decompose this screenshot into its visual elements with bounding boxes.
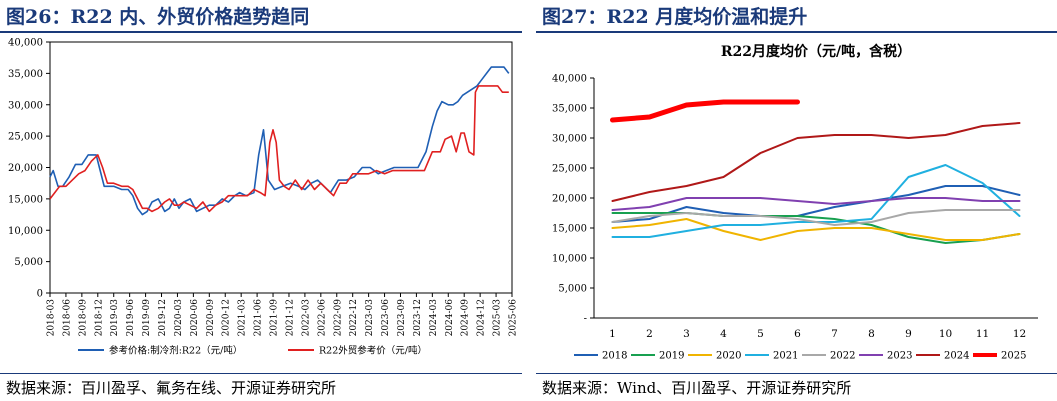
y-tick-label: - <box>584 314 587 325</box>
x-tick-label: 2023-12 <box>413 299 423 336</box>
x-tick-label: 2024-12 <box>477 299 487 336</box>
x-tick-label: 2019-12 <box>158 299 168 336</box>
figure-27-title: 图27：R22 月度均价温和提升 <box>542 6 808 28</box>
x-tick-label: 2024-03 <box>429 299 439 337</box>
x-tick-label: 2021-09 <box>270 299 280 337</box>
x-tick-label: 2020-12 <box>222 299 232 336</box>
y-tick-label: 5,000 <box>558 284 587 295</box>
x-tick-label: 2023-03 <box>365 299 375 337</box>
x-tick-label: 2022-06 <box>317 299 327 337</box>
series-line-2022 <box>611 209 1021 226</box>
x-tick-label: 2023-09 <box>397 299 407 337</box>
y-tick-label: 30,000 <box>552 134 587 145</box>
y-tick-label: 40,000 <box>552 74 587 85</box>
x-tick-label: 2021-03 <box>238 299 248 337</box>
plot-frame <box>49 41 513 294</box>
x-tick-label: 2018-12 <box>94 299 104 336</box>
x-tick-label: 2025-03 <box>493 299 503 337</box>
x-tick-label: 3 <box>683 328 690 340</box>
x-tick-label: 2018-06 <box>62 299 72 337</box>
x-tick-label: 2022-03 <box>301 299 311 337</box>
x-tick-label: 2018-03 <box>47 299 57 337</box>
x-tick-label: 4 <box>720 328 727 340</box>
y-tick-label: 35,000 <box>552 104 587 115</box>
figure-26-panel: 图26：R22 内、外贸价格趋势趋同 0 5,000 10,000 15,000 20,… <box>0 0 522 401</box>
legend-label: 2024 <box>944 351 969 362</box>
y-tick-label: 0 <box>37 289 43 300</box>
x-tick-label: 2020-06 <box>190 299 200 337</box>
x-tick-label: 2022-09 <box>333 299 343 337</box>
y-tick-label: 20,000 <box>8 163 43 174</box>
x-tick-label: 2023-06 <box>381 299 391 337</box>
legend-label: 2021 <box>773 351 798 362</box>
x-tick-label: 2019-09 <box>142 299 152 337</box>
x-tick-label: 6 <box>794 328 801 340</box>
x-tick-label: 2024-09 <box>461 299 471 337</box>
series-line-2020 <box>611 218 1021 241</box>
monthly-average-chart: R22月度均价（元/吨，含税） - 5,000 10,000 15,000 20,000 2… <box>552 43 1038 362</box>
y-tick-label: 15,000 <box>552 224 587 235</box>
x-tick-label: 2019-06 <box>126 299 136 337</box>
legend-label: 2022 <box>830 351 855 362</box>
x-tick-label: 9 <box>905 328 912 340</box>
legend-label: 2020 <box>716 351 741 362</box>
legend-label: 参考价格:制冷剂:R22（元/吨） <box>109 345 242 357</box>
x-tick-label: 2020-03 <box>174 299 184 337</box>
y-tick-label: 5,000 <box>14 257 43 268</box>
series-line-2023 <box>611 197 1021 211</box>
y-tick-label: 15,000 <box>8 194 43 205</box>
x-tick-label: 12 <box>1013 328 1026 340</box>
y-tick-label: 35,000 <box>8 69 43 80</box>
series-line-2019 <box>611 212 1021 244</box>
x-tick-label: 5 <box>757 328 764 340</box>
y-tick-label: 20,000 <box>552 194 587 205</box>
legend-label: 2023 <box>887 351 912 362</box>
legend-label: R22外贸参考价（元/吨） <box>319 345 427 357</box>
x-tick-label: 1 <box>609 328 616 340</box>
figure-26-source-rule <box>0 373 522 374</box>
x-tick-label: 2018-09 <box>78 299 88 337</box>
x-tick-label: 2021-12 <box>285 299 295 336</box>
x-tick-label: 2020-09 <box>206 299 216 337</box>
legend-label: 2019 <box>659 351 684 362</box>
figure-26-title: 图26：R22 内、外贸价格趋势趋同 <box>6 6 310 28</box>
x-tick-label: 2021-06 <box>254 299 264 337</box>
x-tick-label: 2024-06 <box>445 299 455 337</box>
legend-label: 2018 <box>602 351 627 362</box>
series-line-2018 <box>611 185 1021 223</box>
legend-label: 2025 <box>1001 351 1026 362</box>
x-tick-label: 11 <box>976 328 989 340</box>
figure-26-source: 数据来源：百川盈孚、氟务在线、开源证券研究所 <box>6 379 337 397</box>
x-tick-label: 8 <box>868 328 875 340</box>
figure-27-panel: 图27：R22 月度均价温和提升 R22月度均价（元/吨，含税） - 5,000 10… <box>536 0 1057 401</box>
series-line-2 <box>49 85 509 213</box>
y-tick-label: 10,000 <box>552 254 587 265</box>
chart-title: R22月度均价（元/吨，含税） <box>721 43 911 60</box>
price-trend-chart: 0 5,000 10,000 15,000 20,000 25,000 30,000 35,0… <box>8 38 519 357</box>
x-tick-label: 2022-12 <box>349 299 359 336</box>
y-tick-label: 40,000 <box>8 38 43 49</box>
series-line-2024 <box>611 122 1021 202</box>
figure-27-title-rule <box>536 31 1057 33</box>
series-line-2025 <box>610 99 800 123</box>
x-tick-label: 10 <box>939 328 952 340</box>
y-tick-label: 30,000 <box>8 100 43 111</box>
y-tick-label: 10,000 <box>8 226 43 237</box>
x-tick-label: 2019-03 <box>110 299 120 337</box>
y-tick-label: 25,000 <box>552 164 587 175</box>
x-tick-label: 7 <box>831 328 838 340</box>
figure-26-title-rule <box>0 31 522 33</box>
series-line-1 <box>49 66 510 216</box>
figure-27-source: 数据来源：Wind、百川盈孚、开源证券研究所 <box>542 379 852 397</box>
x-tick-label: 2 <box>646 328 653 340</box>
figure-27-source-rule <box>536 373 1057 374</box>
y-tick-label: 25,000 <box>8 132 43 143</box>
x-tick-label: 2025-06 <box>509 299 519 337</box>
